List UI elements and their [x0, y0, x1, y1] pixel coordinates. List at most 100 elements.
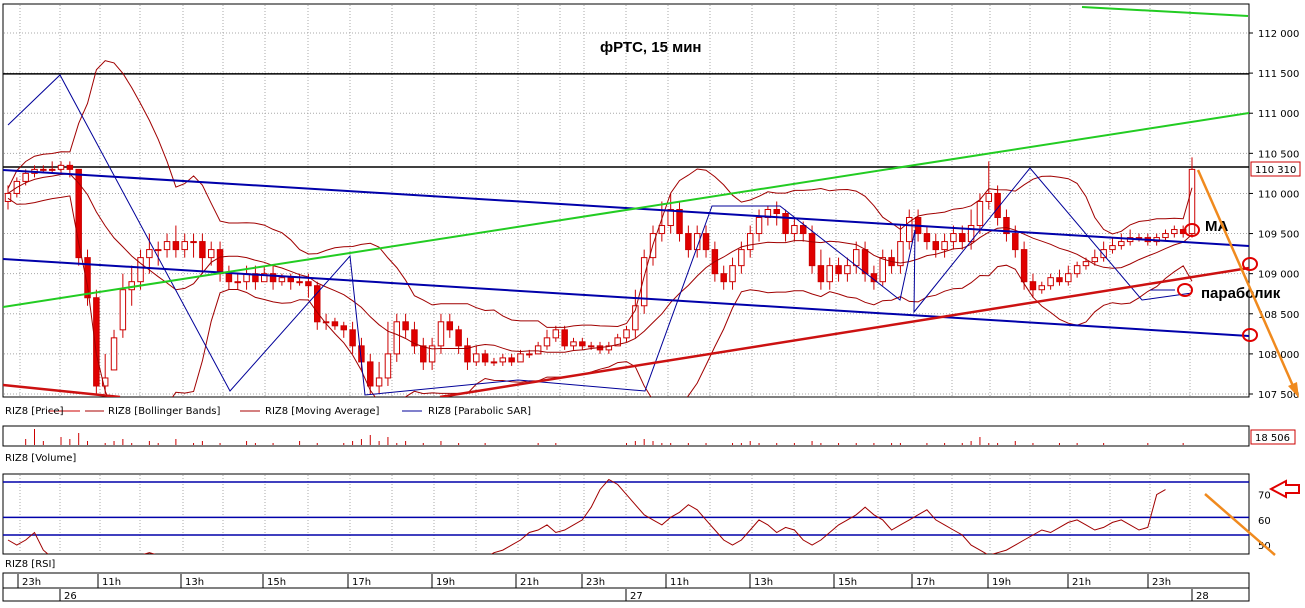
candle-body-79: [702, 233, 710, 251]
hour-label-9: 13h: [754, 577, 773, 588]
candle-body-115: [1020, 249, 1028, 283]
candle-body-84: [746, 233, 754, 251]
price-tick-6: 109 000: [1258, 270, 1299, 281]
candle-body-117: [1038, 285, 1046, 291]
candle-body-45: [402, 321, 409, 331]
candle-body-20: [181, 241, 188, 251]
candle-body-50: [446, 321, 454, 331]
candle-body-83: [738, 249, 745, 267]
candle-body-120: [1065, 273, 1072, 283]
candle-body-76: [676, 208, 683, 235]
candle-body-29: [260, 273, 268, 283]
candle-body-121: [1073, 265, 1081, 275]
rsi-level-arrow: [1268, 479, 1300, 499]
candle-body-69: [614, 337, 621, 347]
candle-body-53: [473, 353, 480, 363]
price-tick-3: 110 500: [1258, 149, 1299, 160]
candle-body-97: [861, 249, 869, 275]
legend-price: RIZ8 [Price]: [5, 406, 64, 417]
candle-body-24: [216, 249, 224, 275]
trendline-green-top: [1081, 6, 1249, 17]
candle-body-36: [322, 321, 330, 324]
candle-body-66: [587, 345, 595, 348]
candle-body-11: [101, 377, 109, 387]
candle-body-87: [773, 208, 780, 215]
candle-body-61: [543, 337, 551, 347]
price-tick-1: 111 500: [1258, 69, 1299, 80]
rsi-tick-1: 60: [1258, 516, 1271, 527]
candle-body-30: [269, 273, 277, 283]
price-tick-0: 112 000: [1258, 29, 1299, 40]
candle-body-48: [428, 345, 436, 363]
candle-body-88: [782, 213, 789, 235]
hour-label-14: 23h: [1152, 577, 1171, 588]
hour-label-3: 15h: [267, 577, 286, 588]
candle-body-114: [1012, 233, 1019, 251]
annotations: MA параболик: [1201, 218, 1281, 302]
candle-body-99: [879, 257, 886, 283]
chart-title: фРТС, 15 мин: [600, 39, 702, 56]
candle-body-72: [640, 257, 648, 307]
candle-body-104: [923, 233, 931, 243]
time-axis: 23h 11h 13h 15h 17h 19h 21h 23h 11h 13h 15h 17h 19h 2…: [2, 572, 1250, 602]
candle-body-47: [420, 345, 427, 363]
candle-body-101: [897, 241, 904, 267]
candle-body-23: [207, 249, 215, 259]
candle-body-51: [455, 329, 462, 347]
candle-body-39: [349, 329, 356, 347]
hour-label-7: 23h: [586, 577, 605, 588]
candle-body-9: [84, 257, 91, 299]
price-tick-5: 109 500: [1258, 230, 1299, 241]
trendline-blue-lower: [3, 258, 1249, 337]
hour-label-12: 19h: [992, 577, 1011, 588]
annotation-circle-2: [1177, 283, 1193, 297]
candle-body-74: [658, 225, 666, 235]
candle-body-46: [411, 329, 418, 347]
candle-body-43: [384, 353, 392, 379]
rsi-line: [7, 478, 1166, 554]
volume-content: [25, 429, 1184, 445]
price-tick-4: 110 000: [1258, 189, 1299, 200]
forecast-arrow-line: [1196, 169, 1295, 387]
trendline-red-support: [439, 266, 1249, 397]
candle-body-124: [1100, 249, 1107, 259]
candle-body-0: [4, 192, 12, 202]
candle-body-132: [1171, 229, 1178, 235]
price-legend: RIZ8 [Price] RIZ8 [Bollinger Bands] RIZ8…: [5, 406, 531, 417]
candle-body-58: [517, 353, 524, 363]
day-label-1: 27: [630, 591, 643, 602]
candle-body-95: [844, 265, 851, 275]
legend-rsi: RIZ8 [RSI]: [5, 559, 55, 570]
forecast-arrow-head: [1288, 382, 1299, 398]
candle-body-8: [75, 168, 82, 259]
rsi-content: [3, 475, 1249, 554]
candle-body-131: [1162, 233, 1169, 239]
candle-body-37: [331, 321, 339, 327]
candle-body-119: [1056, 277, 1063, 283]
candle-body-52: [464, 345, 471, 363]
trendline-red-bottom: [3, 383, 121, 397]
candle-body-91: [808, 233, 816, 267]
bollinger-lower: [7, 195, 1193, 397]
hour-label-8: 11h: [670, 577, 689, 588]
candle-body-56: [499, 357, 507, 363]
hour-label-0: 23h: [22, 577, 41, 588]
candle-body-93: [826, 265, 833, 283]
annotation-circle-1: [1242, 257, 1258, 271]
annotation-parabolic: параболик: [1201, 285, 1281, 302]
candle-body-134: [1188, 168, 1196, 235]
price-tick-7: 108 500: [1258, 310, 1299, 321]
volume-panel-frame: [2, 425, 1250, 447]
candle-body-22: [199, 241, 206, 259]
candle-body-25: [225, 273, 233, 283]
candle-body-59: [526, 353, 533, 356]
hour-label-4: 17h: [352, 577, 371, 588]
candle-body-32: [287, 277, 294, 283]
trendline-green-upper: [3, 112, 1249, 308]
candle-body-21: [190, 241, 197, 244]
candle-body-125: [1109, 245, 1116, 251]
candle-body-38: [340, 325, 348, 331]
candle-body-54: [481, 353, 489, 363]
candle-body-34: [305, 281, 312, 287]
